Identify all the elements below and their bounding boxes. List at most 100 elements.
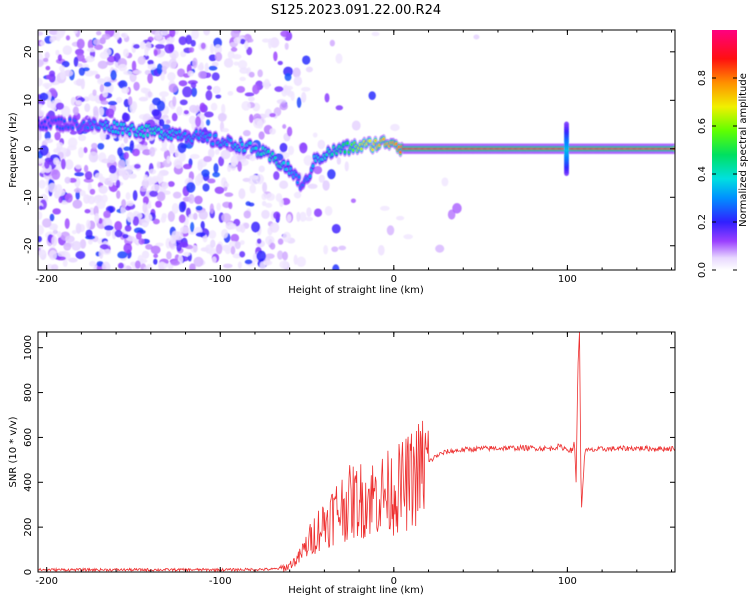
spectrogram-cell	[138, 238, 145, 245]
spectrogram-cell	[211, 256, 217, 264]
spectrogram-cell	[351, 148, 355, 152]
spectrogram-cell	[202, 234, 208, 243]
spectrogram-cell	[230, 233, 240, 243]
spectrogram-cell	[53, 148, 61, 154]
spectrogram-cell	[215, 243, 223, 255]
spectrogram-frame	[37, 29, 676, 271]
spectrogram-cell	[330, 152, 334, 156]
colorbar-tick-label: 0.8	[697, 70, 708, 86]
spectrogram-cell	[452, 203, 462, 214]
spectrogram-cell	[293, 76, 303, 86]
spectrogram-cell	[153, 49, 158, 57]
spectrogram-cell	[71, 229, 77, 235]
spectrogram-cell	[108, 164, 117, 174]
spectrogram-cell	[168, 83, 178, 93]
spectrogram-cell	[249, 141, 252, 145]
spectrogram-cell	[282, 251, 288, 261]
spectrogram-cell	[313, 208, 323, 218]
spectrogram-cell	[211, 61, 219, 67]
spectrogram-cell	[237, 148, 241, 152]
spectrogram-cell	[55, 49, 60, 56]
spectrogram-cell	[123, 70, 133, 75]
spectrogram-cell	[71, 240, 82, 251]
spectrogram-cell	[225, 142, 229, 147]
spectrogram-cell	[75, 222, 82, 234]
spectrogram-cell	[131, 60, 137, 72]
spectrogram-cell	[156, 161, 161, 169]
spectrogram-cell	[92, 89, 97, 97]
spectrogram-cell	[308, 174, 312, 178]
spectrogram-cell	[126, 200, 134, 207]
spectrogram-cell	[186, 182, 196, 193]
spectrogram-cell	[38, 205, 43, 210]
spectrogram-cell	[123, 48, 129, 58]
spectrogram-cell	[48, 249, 58, 261]
spectrogram-cell	[38, 235, 42, 243]
spectrogram-cell	[380, 205, 390, 211]
spectrogram-cell	[153, 253, 159, 259]
spectrogram-cell	[248, 38, 254, 43]
spectrogram-cell	[261, 38, 270, 43]
spectrogram-cell	[172, 96, 177, 107]
spectrogram-cell	[84, 103, 91, 113]
spectrogram-cell	[194, 195, 203, 205]
spectrogram-cell	[89, 260, 96, 267]
spectrogram-cell	[198, 70, 207, 79]
spectrogram-cell	[75, 164, 82, 170]
spectrogram-cell	[177, 142, 187, 154]
spectrogram-cell	[97, 78, 105, 85]
spectrogram-cell	[38, 59, 44, 68]
spectrogram-cell	[155, 242, 164, 247]
spectrogram-x-ticks: -200 -100 0 100	[35, 30, 673, 285]
spectrogram-cell	[140, 87, 149, 94]
spectrogram-cell	[227, 91, 234, 96]
spectrogram-cell	[125, 164, 133, 176]
spectrogram-cell	[52, 208, 61, 215]
spectrogram-cell	[377, 244, 385, 256]
spectrogram-cell	[174, 160, 183, 169]
spectrogram-cell	[157, 261, 167, 270]
spectrogram-cell	[121, 199, 127, 209]
spectrogram-cell	[371, 31, 380, 37]
spectrogram-cell	[178, 80, 188, 87]
spectrogram-cell	[38, 224, 45, 236]
colorbar-gradient	[712, 30, 737, 270]
spectrogram-cell	[179, 241, 189, 248]
spectrogram-cell	[101, 33, 111, 40]
spectrogram-cell	[68, 257, 78, 263]
spectrogram-cell	[111, 228, 117, 240]
spectrogram-cell	[225, 248, 231, 255]
spectrogram-cell	[135, 232, 142, 240]
spectrogram-cell	[49, 124, 52, 128]
spectrogram-cell	[263, 78, 271, 90]
spectrogram-cell	[68, 177, 77, 183]
spectrogram-cell	[93, 44, 104, 50]
spectrogram-cell	[237, 161, 242, 172]
spectrogram-cell	[73, 30, 78, 34]
spectrogram-cell	[332, 264, 340, 270]
spectrogram-cell	[171, 203, 179, 214]
spectrogram-cell	[167, 72, 176, 81]
spectrogram-cell	[335, 53, 343, 64]
spectrogram-cell	[53, 225, 58, 236]
spectrogram-cell	[208, 65, 218, 71]
spectrogram-cell	[285, 86, 292, 96]
spectrogram-cell	[203, 156, 212, 163]
spectrogram-cell	[180, 226, 190, 234]
spectrogram-cell	[221, 127, 229, 133]
spectrogram-cell	[244, 259, 253, 265]
spectrogram-cell	[371, 148, 375, 152]
spectrogram-cell	[168, 58, 178, 69]
spectrogram-cell	[206, 119, 211, 126]
spectrogram-cell	[167, 181, 175, 187]
snr-x-ticks: -200 -100 0 100	[35, 332, 673, 587]
spectrogram-cell	[160, 71, 165, 81]
y-tick-label: 20	[23, 45, 34, 58]
spectrogram-cell	[346, 141, 350, 145]
colorbar-label: Normalized spectral amplitude	[738, 73, 749, 227]
spectrogram-cell	[103, 76, 112, 82]
spectrogram-cell	[269, 113, 276, 118]
spectrogram-cell	[61, 105, 71, 117]
spectrogram-cell	[161, 181, 169, 189]
spectrogram-cell	[132, 44, 140, 49]
